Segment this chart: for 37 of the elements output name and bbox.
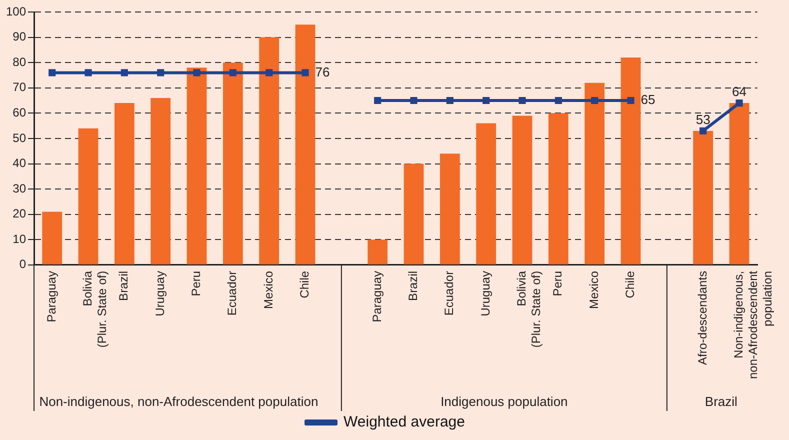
y-tick-label: 10 bbox=[12, 232, 26, 246]
x-tick-label: Paraguay bbox=[44, 270, 58, 322]
text: Brazil bbox=[704, 394, 738, 410]
data-label: 64 bbox=[732, 84, 746, 100]
x-tick-label: Bolivia (Plur. State of) bbox=[514, 270, 543, 348]
y-tick-label: 0 bbox=[19, 257, 26, 272]
x-tick-label: Mexico bbox=[586, 270, 601, 309]
x-tick-label: Mexico bbox=[261, 270, 276, 309]
text: Non-indigenous, non-Afrodescendent population bbox=[39, 394, 318, 410]
x-tick-label: Brazil bbox=[406, 270, 420, 301]
y-tick-label: 40 bbox=[12, 156, 26, 170]
y-tick-label: 50 bbox=[12, 130, 26, 145]
x-tick-label: Uruguay bbox=[152, 270, 167, 316]
y-tick-label: 20 bbox=[12, 206, 26, 221]
x-tick-label: Non-indigenous, non-Afrodescendent population bbox=[732, 270, 774, 379]
y-tick-label: 80 bbox=[12, 54, 26, 69]
x-tick-label: Uruguay bbox=[478, 270, 492, 316]
data-label: 53 bbox=[696, 112, 710, 127]
y-tick-label: 90 bbox=[12, 30, 26, 44]
x-tick-label: Bolivia (Plur. State of) bbox=[80, 270, 109, 348]
x-tick-label: Paraguay bbox=[370, 270, 384, 322]
x-tick-label: Chile bbox=[298, 270, 312, 298]
x-tick-label: Brazil bbox=[116, 270, 131, 301]
text: Indigenous population bbox=[440, 394, 568, 410]
y-tick-label: 100 bbox=[6, 4, 26, 18]
y-tick-label: 60 bbox=[12, 105, 26, 120]
x-tick-label: Ecuador bbox=[442, 270, 456, 316]
data-label: 65 bbox=[640, 92, 656, 108]
y-tick-label: 70 bbox=[12, 80, 26, 94]
legend-label: Weighted average bbox=[344, 414, 465, 431]
data-label: 76 bbox=[315, 64, 330, 80]
x-tick-label: Chile bbox=[623, 270, 638, 298]
x-tick-label: Ecuador bbox=[225, 270, 240, 316]
x-tick-label: Afro-descendants bbox=[695, 270, 710, 365]
y-tick-label: 30 bbox=[12, 181, 26, 196]
x-tick-label: Peru bbox=[189, 270, 204, 296]
x-tick-label: Peru bbox=[550, 270, 565, 296]
